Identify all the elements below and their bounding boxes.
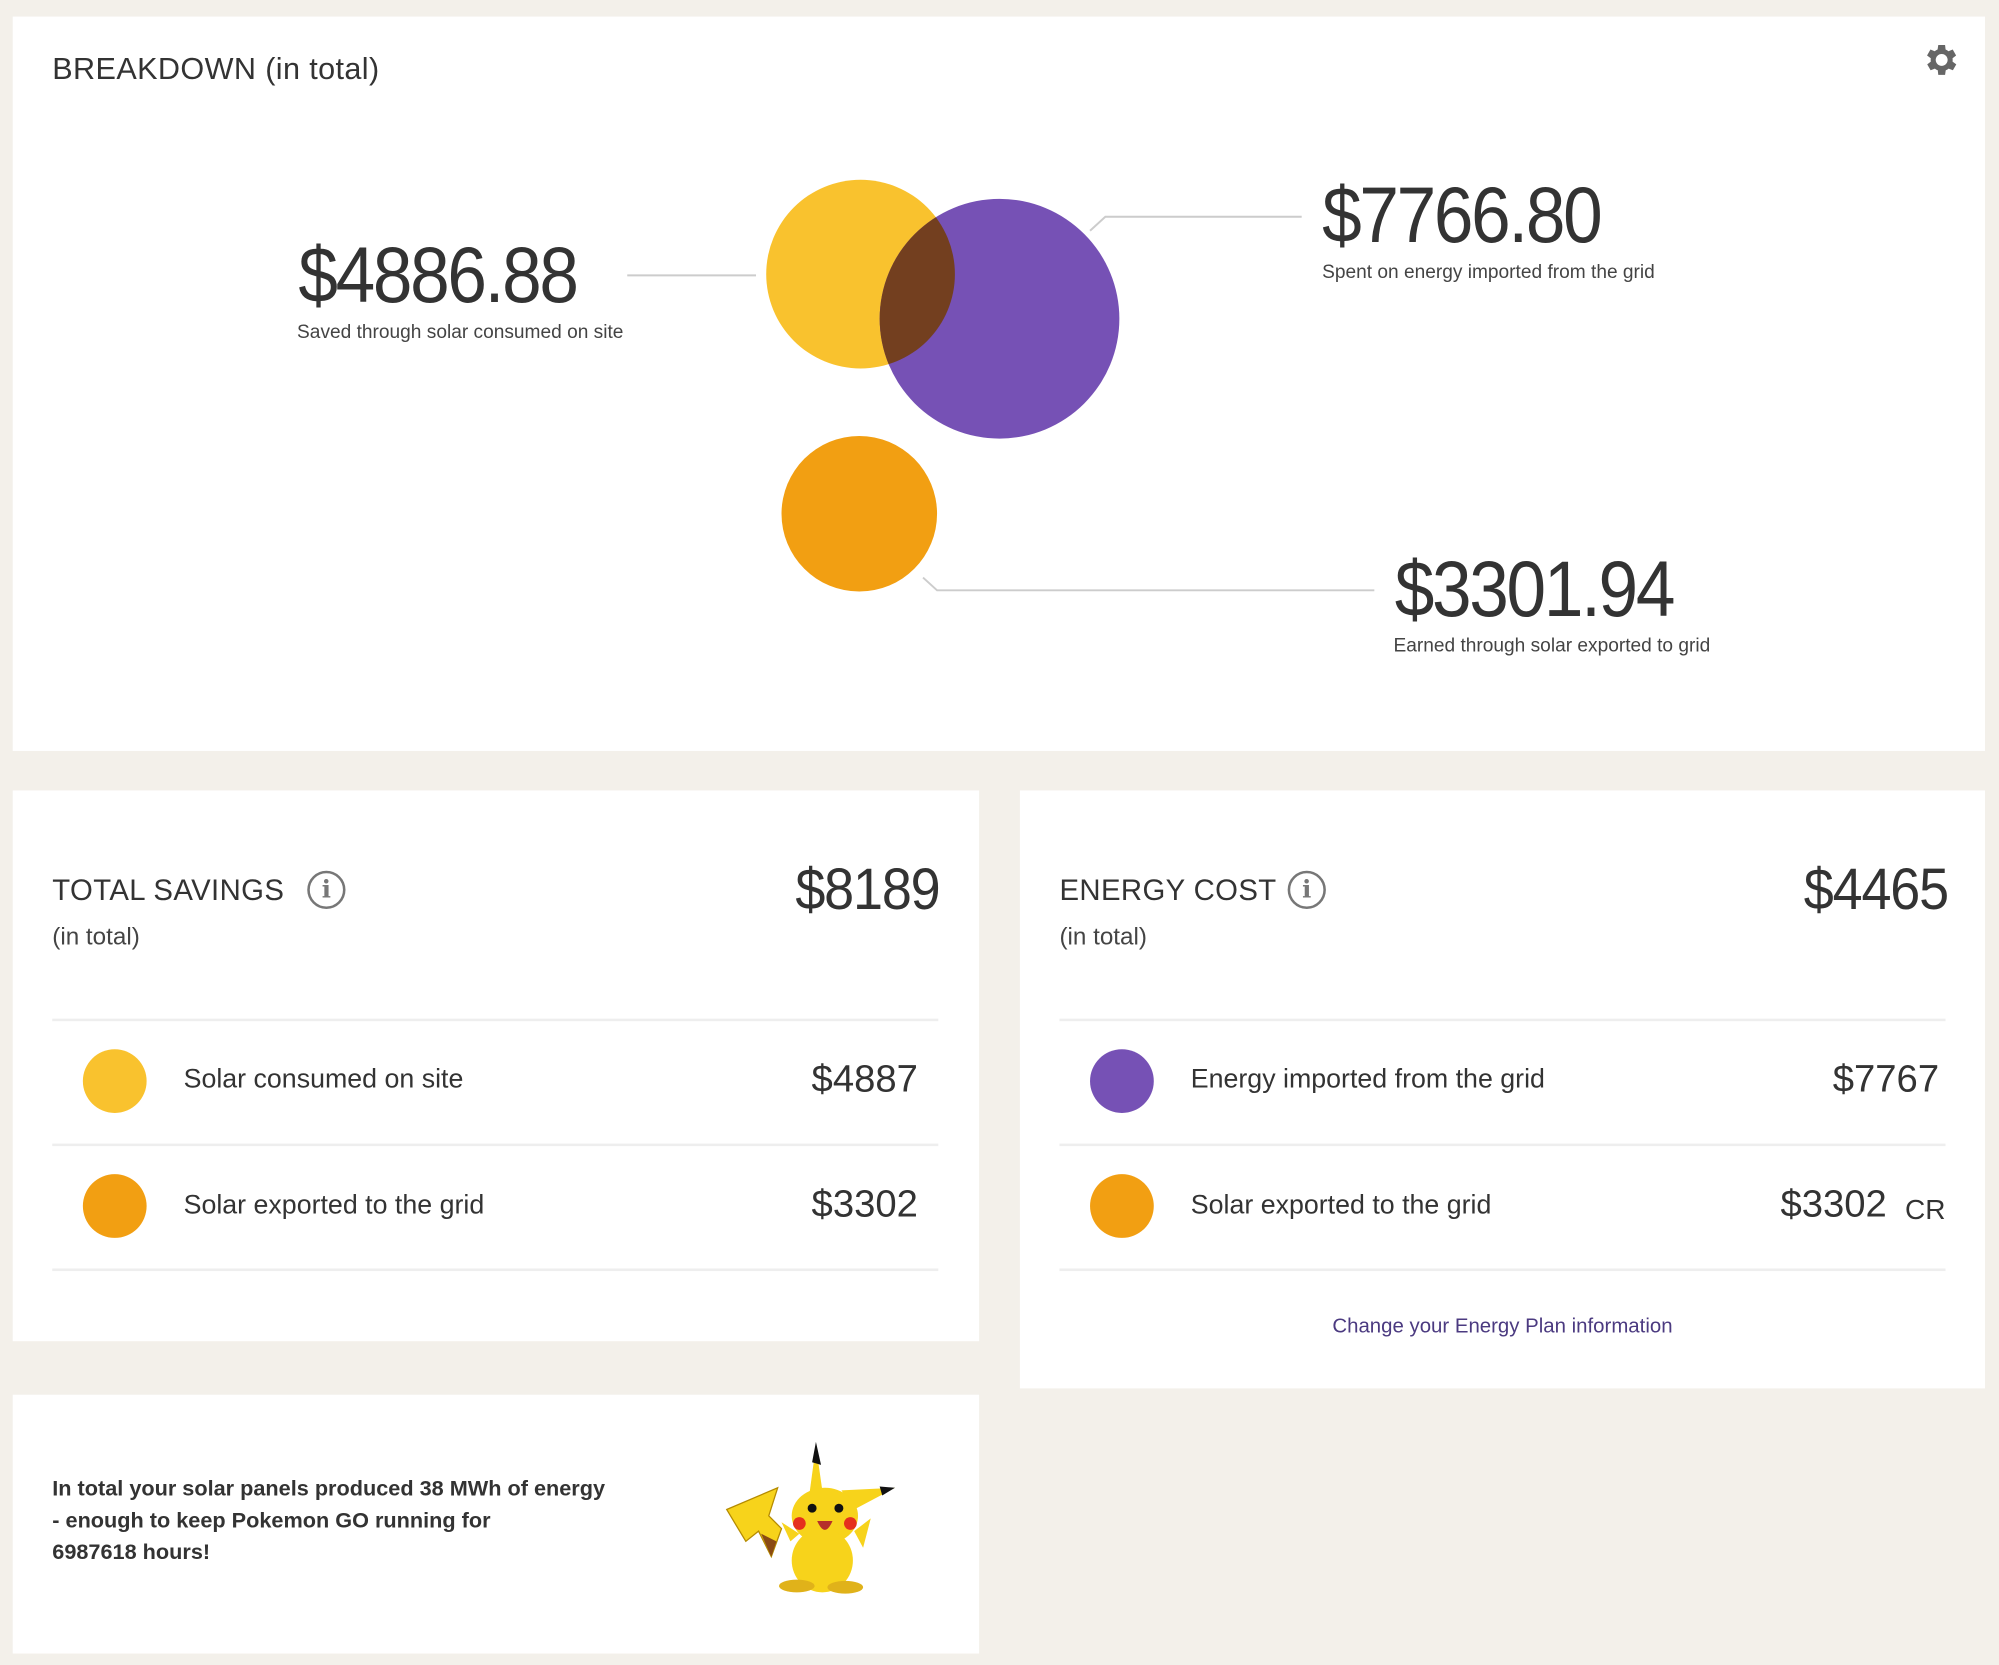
saved-amount: $4886.88 [298,232,579,320]
divider [52,1143,939,1147]
earned-leader-line [922,576,1375,592]
info-icon[interactable]: i [1287,870,1326,910]
divider [1059,1268,1946,1272]
total-savings-card: TOTAL SAVINGS i (in total) $8189 Solar c… [12,790,980,1342]
earned-bubble [781,436,938,592]
fun-fact-line: In total your solar panels produced 38 M… [52,1476,606,1501]
credit-suffix: CR [1904,1193,1946,1226]
cost-total: $4465 [1803,855,1949,922]
row-value: $7767 [1832,1058,1940,1101]
cost-subtitle: (in total) [1059,924,1147,952]
fun-fact-card: In total your solar panels produced 38 M… [12,1394,980,1654]
row-label: Solar exported to the grid [183,1190,485,1221]
change-energy-plan-link[interactable]: Change your Energy Plan information [1332,1315,1673,1338]
savings-subtitle: (in total) [52,924,140,952]
divider [1059,1018,1946,1022]
earned-caption: Earned through solar exported to grid [1393,634,1711,657]
breakdown-card: BREAKDOWN (in total) $4886.88 Saved thro… [12,16,1986,751]
row-label: Solar consumed on site [183,1064,464,1094]
earned-amount: $3301.94 [1394,545,1676,634]
overlap-region [879,198,955,369]
spent-leader-line [1089,215,1302,232]
gear-icon[interactable] [1921,40,1962,81]
divider [1059,1143,1946,1147]
cost-title: ENERGY COST [1059,873,1277,907]
solar-exported-dot [1090,1174,1154,1238]
spent-amount: $7766.80 [1322,172,1603,261]
divider [52,1018,939,1022]
row-value: $4887 [811,1058,918,1101]
energy-cost-card: ENERGY COST i (in total) $4465 Energy im… [1019,790,1986,1389]
spent-caption: Spent on energy imported from the grid [1322,261,1655,284]
row-value: $3302 [1780,1183,1887,1226]
breakdown-title: BREAKDOWN (in total) [52,52,380,87]
divider [52,1268,939,1272]
row-value: $3302 [811,1183,918,1226]
row-label: Solar exported to the grid [1190,1190,1492,1221]
breakdown-bubble-chart [627,179,1375,592]
savings-title: TOTAL SAVINGS [52,873,285,907]
saved-caption: Saved through solar consumed on site [297,321,624,343]
energy-imported-dot [1090,1049,1154,1113]
info-icon[interactable]: i [307,870,346,910]
fun-fact-line: - enough to keep Pokemon GO running for [52,1508,491,1533]
solar-consumed-dot [82,1049,147,1113]
fun-fact-line: 6987618 hours! [52,1540,211,1565]
savings-total: $8189 [795,855,940,922]
row-label: Energy imported from the grid [1190,1064,1545,1094]
pikachu-image [725,1441,895,1594]
solar-exported-dot [82,1174,147,1238]
